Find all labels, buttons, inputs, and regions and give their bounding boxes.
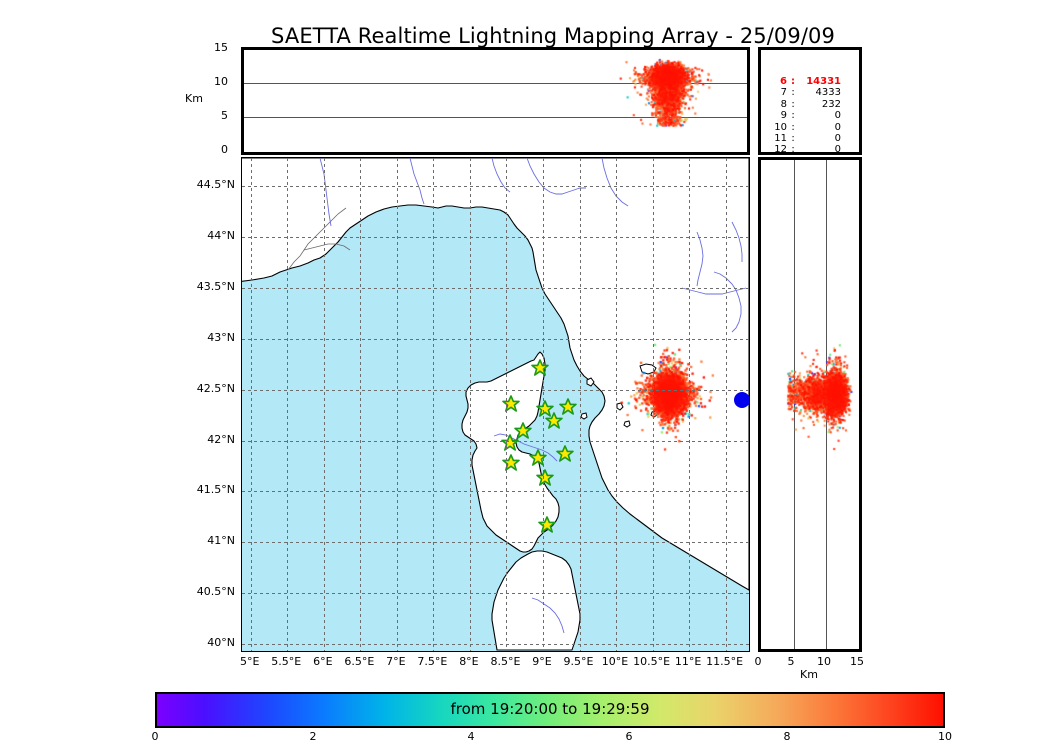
stats-table: 6:14331 7:4333 8:232 9:0 10:0 11:0 12:0: [767, 76, 841, 155]
map-gridline-lat: [242, 338, 749, 340]
map-gridline-lat: [242, 643, 749, 645]
map-gridline-lon: [433, 158, 435, 651]
lon-tick-6: 6°E: [313, 655, 333, 668]
map-gridline-lat: [242, 593, 749, 595]
lonpanel-axis-title-km: Km: [800, 668, 818, 681]
lat-tick-43-5: 43.5°N: [196, 280, 235, 294]
map-gridline-lat: [242, 186, 749, 188]
lon-scatter-canvas: [761, 160, 859, 649]
colorbar-tick-6: 6: [625, 730, 633, 743]
lat-tick-41: 41°N: [207, 534, 235, 548]
map-gridline-lon: [579, 158, 581, 651]
map-scatter-canvas: [242, 158, 749, 651]
lonpanel-tick-10: 10: [817, 655, 831, 668]
altitude-longitude-panel: [241, 47, 750, 155]
stats-row-9: 9:0: [780, 110, 841, 122]
lon-tick-8-5: 8.5°E: [490, 655, 521, 668]
colorbar-tick-10: 10: [938, 730, 952, 743]
colorbar-gradient: [155, 692, 945, 728]
map-gridline-lon: [542, 158, 544, 651]
lat-tick-44: 44°N: [207, 229, 235, 243]
map-gridline-lon: [250, 158, 252, 651]
stats-row-10: 10:0: [774, 121, 841, 133]
lat-tick-42: 42°N: [207, 432, 235, 446]
lat-tick-40: 40°N: [207, 635, 235, 649]
page-title: SAETTA Realtime Lightning Mapping Array …: [271, 24, 835, 48]
stats-row-6: 6:14331: [780, 76, 841, 87]
colorbar-tick-4: 4: [467, 730, 475, 743]
colorbar-tick-8: 8: [783, 730, 791, 743]
lat-tick-43: 43°N: [207, 330, 235, 344]
map-gridline-lon: [616, 158, 618, 651]
map-gridline-lon: [506, 158, 508, 651]
lon-tick-8: 8°E: [459, 655, 479, 668]
lon-tick-5-5: 5.5°E: [271, 655, 302, 668]
alt-tick-5: 5: [221, 109, 228, 122]
map-gridline-lat: [242, 389, 749, 391]
lon-tick-6-5: 6.5°E: [344, 655, 375, 668]
source-count-stats-box: 6:14331 7:4333 8:232 9:0 10:0 11:0 12:0: [758, 47, 862, 155]
lonpanel-tick-0: 0: [754, 655, 762, 668]
lon-tick-5: 5°E: [240, 655, 260, 668]
map-gridline-lon: [725, 158, 727, 651]
map-gridline-lon: [360, 158, 362, 651]
colorbar-tick-0: 0: [151, 730, 159, 743]
map-gridline-lat: [242, 237, 749, 239]
map-panel[interactable]: [241, 157, 750, 652]
map-gridline-lon: [287, 158, 289, 651]
lon-tick-7-5: 7.5°E: [417, 655, 448, 668]
stats-row-12: 12:0: [774, 144, 841, 155]
map-gridline-lon: [469, 158, 471, 651]
altitude-scatter-canvas: [244, 50, 747, 152]
alt-tick-0: 0: [221, 143, 228, 156]
map-gridline-lat: [242, 491, 749, 493]
alt-tick-15: 15: [214, 41, 228, 54]
map-gridline-lon: [396, 158, 398, 651]
lat-tick-41-5: 41.5°N: [196, 483, 235, 497]
map-gridline-lat: [242, 440, 749, 442]
lon-tick-10: 10°E: [601, 655, 629, 668]
map-gridline-lat: [242, 542, 749, 544]
map-gridline-lon: [652, 158, 654, 651]
stats-row-8: 8:232: [780, 98, 841, 110]
alt-axis-title-km: Km: [185, 92, 203, 105]
alt-tick-10: 10: [214, 75, 228, 88]
colorbar[interactable]: from 19:20:00 to 19:29:59: [155, 692, 945, 728]
lon-tick-10-5: 10.5°E: [633, 655, 671, 668]
map-gridline-lon: [323, 158, 325, 651]
lon-tick-11: 11°E: [674, 655, 702, 668]
lon-tick-11-5: 11.5°E: [706, 655, 744, 668]
lon-tick-9: 9°E: [532, 655, 552, 668]
lonpanel-tick-5: 5: [787, 655, 795, 668]
lat-tick-40-5: 40.5°N: [196, 585, 235, 599]
map-gridline-lon: [689, 158, 691, 651]
altitude-latitude-panel: [758, 157, 862, 652]
lon-tick-7: 7°E: [386, 655, 406, 668]
stats-row-7: 7:4333: [780, 87, 841, 99]
lat-tick-42-5: 42.5°N: [196, 381, 235, 395]
lonpanel-tick-15: 15: [850, 655, 864, 668]
lat-tick-44-5: 44.5°N: [196, 178, 235, 192]
lon-tick-9-5: 9.5°E: [563, 655, 594, 668]
map-inner: [242, 158, 749, 651]
stats-row-11: 11:0: [774, 132, 841, 144]
map-gridline-lat: [242, 288, 749, 290]
colorbar-time-label: from 19:20:00 to 19:29:59: [450, 700, 650, 718]
colorbar-tick-2: 2: [309, 730, 317, 743]
